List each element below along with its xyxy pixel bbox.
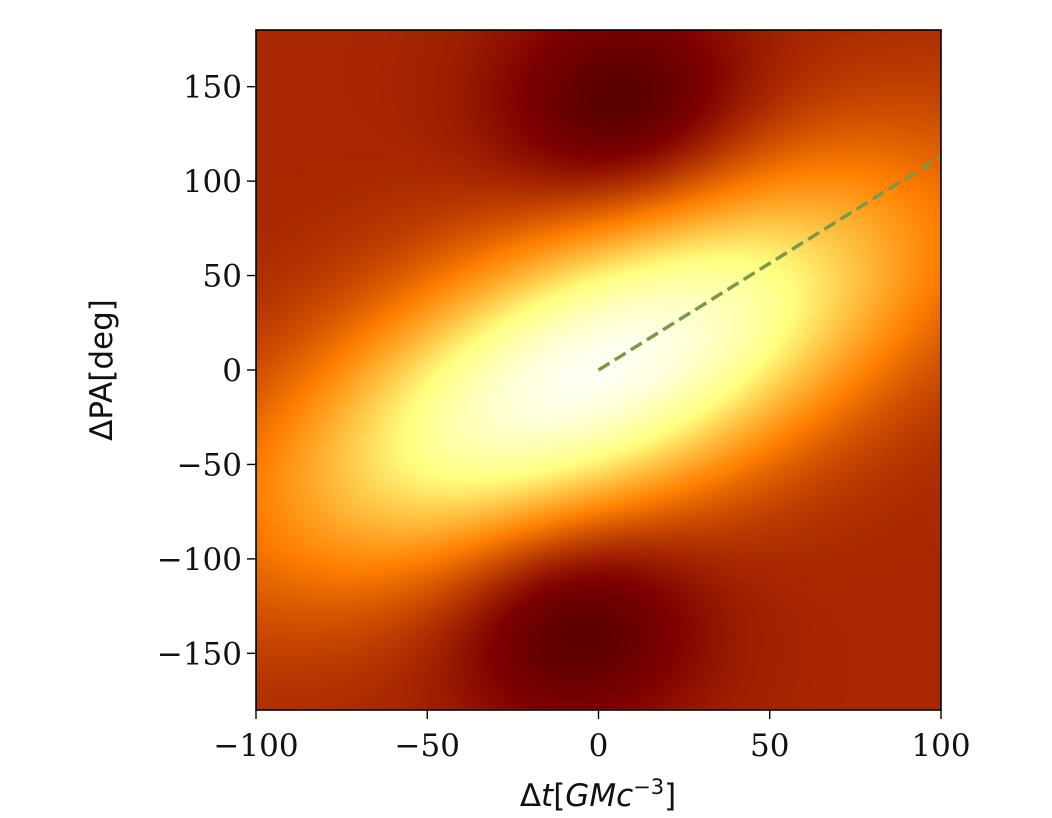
y-tick-label: 50 <box>203 259 242 295</box>
y-tick-label: 150 <box>183 70 242 106</box>
y-tick-label: −50 <box>177 447 242 483</box>
y-tick-label: −100 <box>157 542 242 578</box>
x-tick-label: 0 <box>589 728 609 764</box>
y-axis-label: ΔPA[deg] <box>84 299 120 441</box>
y-tick-label: 100 <box>183 164 242 200</box>
x-tick-label: −100 <box>213 728 298 764</box>
y-tick-label: −150 <box>157 636 242 672</box>
dashed-fit-line <box>597 155 941 372</box>
x-axis: −100 −50 0 50 100 <box>213 710 971 764</box>
x-tick-label: 100 <box>911 728 970 764</box>
plot-area <box>255 29 942 711</box>
x-axis-label: Δt[GMc−3] <box>520 775 676 814</box>
x-tick-label: −50 <box>395 728 460 764</box>
overlay-group <box>597 155 941 372</box>
y-axis: −150 −100 −50 0 50 100 150 <box>157 70 256 672</box>
y-tick-label: 0 <box>222 353 242 389</box>
x-tick-label: 50 <box>750 728 789 764</box>
